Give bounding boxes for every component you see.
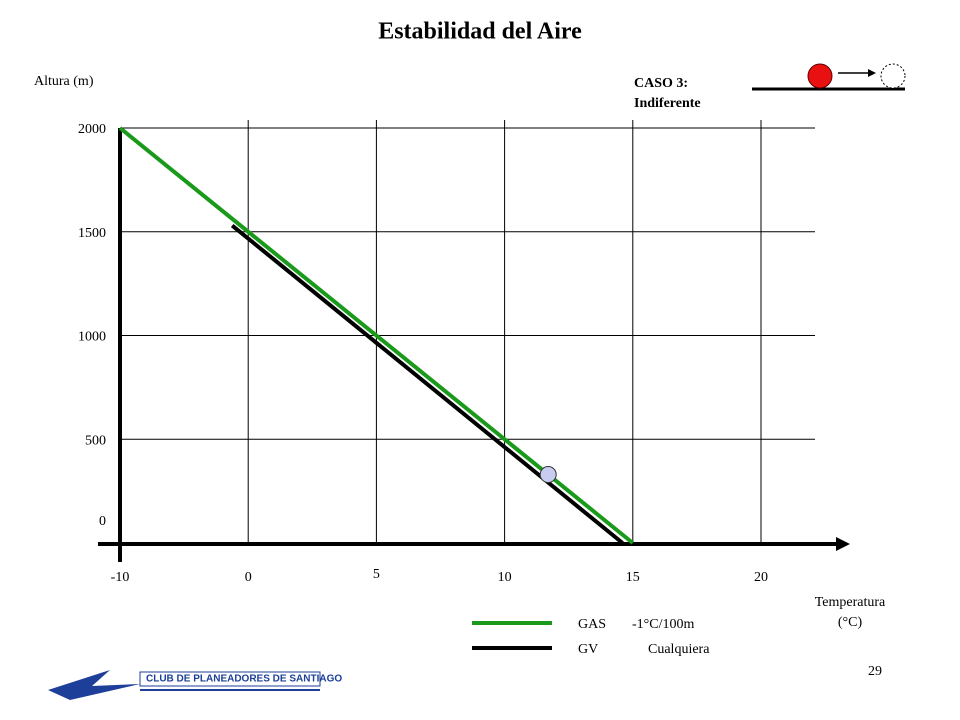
x-axis-arrow bbox=[836, 537, 850, 551]
x-tick-label: 20 bbox=[754, 570, 768, 585]
x-axis-label: (°C) bbox=[838, 615, 863, 630]
y-tick-label: 1500 bbox=[78, 226, 106, 241]
legend-label: GAS bbox=[578, 617, 606, 632]
x-tick-label: 5 bbox=[373, 567, 380, 582]
legend-label: GV bbox=[578, 642, 598, 657]
x-tick-label: 15 bbox=[626, 570, 640, 585]
x-tick-label: 10 bbox=[498, 570, 512, 585]
x-tick-label: 0 bbox=[245, 570, 252, 585]
y-tick-label: 2000 bbox=[78, 122, 106, 137]
case-name: Indiferente bbox=[634, 96, 701, 111]
y-tick-label: 500 bbox=[85, 433, 106, 448]
case-label: CASO 3: bbox=[634, 76, 688, 91]
y-tick-label: 0 bbox=[99, 514, 106, 529]
logo: CLUB DE PLANEADORES DE SANTIAGO bbox=[40, 670, 342, 700]
legend-description: -1°C/100m bbox=[632, 617, 694, 632]
logo-text: CLUB DE PLANEADORES DE SANTIAGO bbox=[146, 674, 342, 685]
y-axis-label: Altura (m) bbox=[34, 74, 94, 89]
case-icon bbox=[752, 63, 906, 91]
page-number: 29 bbox=[868, 664, 882, 679]
parcel bbox=[539, 466, 557, 484]
chart-title: Estabilidad del Aire bbox=[378, 19, 582, 45]
x-axis-label: Temperatura bbox=[815, 595, 886, 610]
y-tick-label: 1000 bbox=[78, 330, 106, 345]
legend-description: Cualquiera bbox=[648, 642, 710, 657]
x-tick-label: -10 bbox=[111, 570, 130, 585]
series-line bbox=[230, 223, 624, 545]
